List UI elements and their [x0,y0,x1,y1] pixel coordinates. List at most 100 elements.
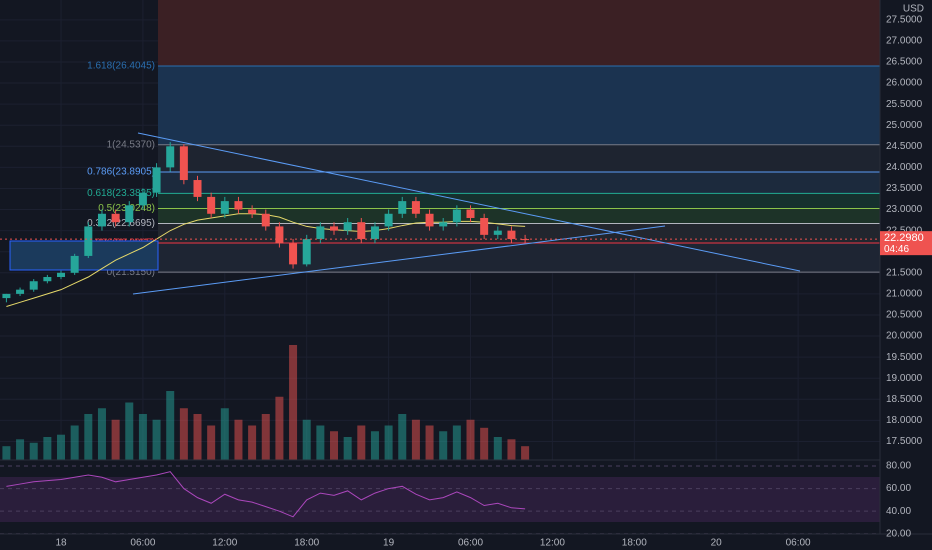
candle-body [493,230,502,235]
x-tick-label: 12:00 [540,538,565,549]
volume-bar [425,425,434,460]
y-tick-label: 24.5000 [886,141,923,152]
rsi-band [0,477,880,522]
y-tick-label: 27.0000 [886,36,923,47]
x-tick-label: 19 [383,538,395,549]
candle-body [289,243,298,265]
volume-bar [29,442,38,460]
x-tick-label: 06:00 [130,538,155,549]
candle-body [480,217,489,235]
candle-body [70,255,79,273]
volume-bar [289,345,298,460]
candle-body [439,222,448,227]
x-tick-label: 12:00 [212,538,237,549]
candle-body [384,213,393,227]
candle-body [166,146,175,168]
volume-bar [138,414,147,460]
candle-body [330,226,339,231]
volume-bar [343,437,352,460]
candle-body [343,222,352,231]
volume-bar [521,446,530,460]
rsi-tick-label: 80.00 [886,461,911,472]
candle-body [234,201,243,210]
candle-body [411,201,420,214]
volume-bar [70,425,79,460]
fib-zone [158,243,880,273]
volume-bar [57,434,66,460]
volume-bar [275,396,284,460]
volume-bar [370,431,379,460]
time-axis [0,534,932,550]
volume-bar [452,425,461,460]
fib-zone [158,172,880,194]
fib-zone [158,66,880,145]
rsi-line [6,471,526,518]
volume-bar [466,419,475,460]
volume-bar [179,408,188,460]
candle-body [275,226,284,244]
y-tick-label: 18.0000 [886,415,923,426]
fib-zone [158,223,880,244]
volume-bar [193,414,202,460]
candle-body [466,209,475,218]
fib-label: 0.786(23.8905) [87,167,155,178]
volume-bar [2,446,11,460]
range-box [9,240,159,271]
fib-label: 0.618(23.3825) [87,188,155,199]
currency: USD [903,4,924,15]
y-tick-label: 18.5000 [886,394,923,405]
y-tick-label: 26.5000 [886,57,923,68]
candle-body [370,226,379,240]
countdown: 04:46 [884,244,909,255]
candle-body [125,205,134,223]
candle-body [425,213,434,227]
candle-body [16,289,25,294]
y-tick-label: 21.0000 [886,289,923,300]
fib-label: 1.618(26.4045) [87,61,155,72]
y-tick-label: 25.0000 [886,120,923,131]
volume-bar [220,408,229,460]
candle-body [138,192,147,206]
y-tick-label: 17.5000 [886,436,923,447]
volume-bar [493,437,502,460]
fib-zone [158,144,880,173]
candle-body [111,213,120,223]
x-tick-label: 18:00 [294,538,319,549]
volume-bar [398,414,407,460]
volume-bar [439,431,448,460]
fib-label: 1(24.5370) [107,139,155,150]
trend-line [137,132,801,272]
x-tick-label: 06:00 [786,538,811,549]
fib-label: 0(21.5150) [107,267,155,278]
y-tick-label: 22.5000 [886,225,923,236]
candle-body [452,209,461,223]
y-tick-label: 19.5000 [886,352,923,363]
volume-bar [480,427,489,460]
volume-bar [357,425,366,460]
rsi-tick-label: 20.00 [886,528,911,539]
candle-body [220,201,229,214]
y-tick-label: 20.5000 [886,310,923,321]
volume-bar [16,439,25,460]
price-axis [880,0,932,550]
x-tick-label: 06:00 [458,538,483,549]
fib-zone [158,193,880,209]
candle-body [248,209,257,214]
volume-bar [316,425,325,460]
x-tick-label: 18 [55,538,67,549]
volume-bar [248,425,257,460]
candle-body [193,180,202,197]
volume-bar [166,391,175,460]
candle-body [357,222,366,240]
candle-body [316,226,325,240]
volume-bar [97,408,106,460]
y-tick-label: 26.0000 [886,78,923,89]
rsi-tick-label: 60.00 [886,483,911,494]
volume-bar [84,414,93,460]
y-tick-label: 21.5000 [886,267,923,278]
volume-bar [125,402,134,460]
candle-body [57,272,66,278]
fib-zone [158,0,880,67]
price-tag-label: 22.2980 [884,232,924,244]
